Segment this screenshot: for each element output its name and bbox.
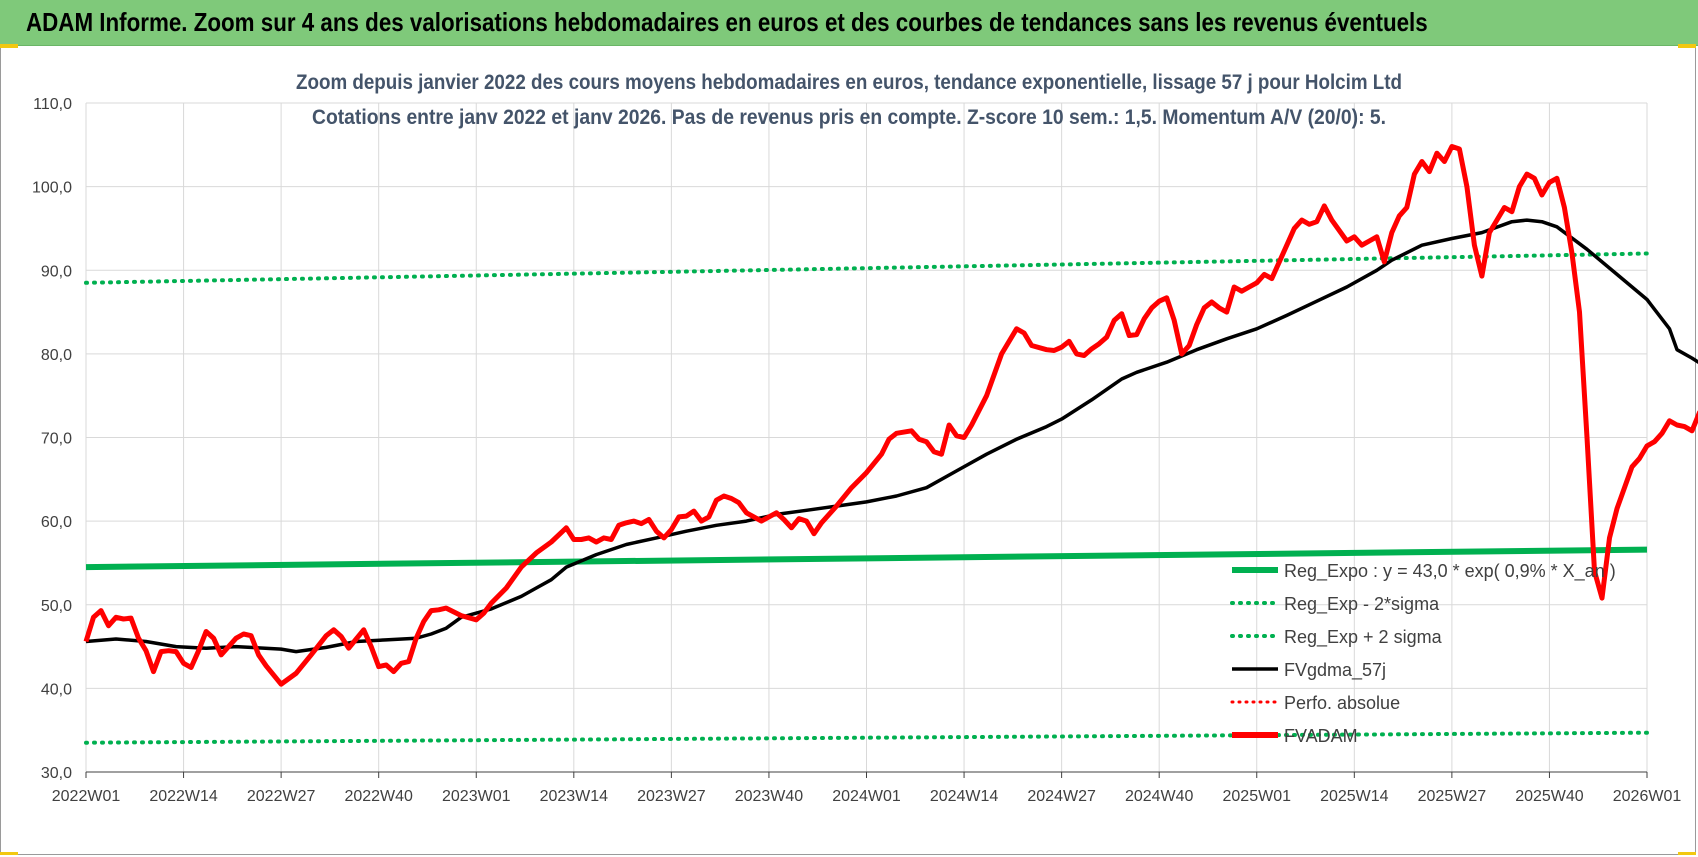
x-tick-label: 2024W01 — [832, 788, 901, 805]
x-axis: 2022W01 2022W14 2022W27 2022W40 2023W01 2023W… — [52, 771, 1682, 805]
x-tick-label: 2023W01 — [442, 788, 511, 805]
x-tick-label: 2024W14 — [930, 788, 999, 805]
series-fvgdma — [85, 218, 1698, 654]
y-tick-label: 80,0 — [41, 347, 72, 364]
series-lines — [83, 144, 1698, 745]
x-tick-label: 2025W01 — [1223, 788, 1292, 805]
corner-mark — [1678, 852, 1696, 855]
corner-mark — [0, 44, 18, 48]
legend-label: Reg_Expo : y = 43,0 * exp( 0,9% * X_an ) — [1284, 561, 1616, 582]
x-tick-label: 2022W27 — [247, 788, 316, 805]
page-title: ADAM Informe. Zoom sur 4 ans des valoris… — [26, 7, 1428, 37]
corner-mark — [0, 852, 18, 855]
y-tick-label: 30,0 — [41, 765, 72, 782]
y-tick-label: 60,0 — [41, 514, 72, 531]
x-tick-label: 2024W40 — [1125, 788, 1194, 805]
x-tick-label: 2023W27 — [637, 788, 706, 805]
legend-label: Reg_Exp + 2 sigma — [1284, 627, 1443, 648]
x-tick-label: 2024W27 — [1027, 788, 1096, 805]
x-tick-label: 2023W14 — [540, 788, 609, 805]
y-tick-label: 50,0 — [41, 598, 72, 615]
header-bar: ADAM Informe. Zoom sur 4 ans des valoris… — [0, 0, 1698, 46]
legend-label: FVgdma_57j — [1284, 660, 1386, 681]
legend-label: FVADAM — [1284, 726, 1358, 746]
chart-title-line1: Zoom depuis janvier 2022 des cours moyen… — [296, 71, 1402, 94]
x-tick-label: 2025W27 — [1418, 788, 1487, 805]
y-tick-label: 100,0 — [32, 180, 72, 197]
x-tick-label: 2025W40 — [1515, 788, 1584, 805]
x-tick-label: 2022W01 — [52, 788, 121, 805]
y-axis: 30,0 40,0 50,0 60,0 70,0 80,0 90,0 100,0 110,0 — [32, 96, 72, 782]
legend: Reg_Expo : y = 43,0 * exp( 0,9% * X_an )… — [1230, 561, 1616, 746]
series-fvadam — [83, 144, 1698, 687]
y-tick-label: 110,0 — [33, 96, 72, 113]
x-tick-label: 2022W40 — [344, 788, 413, 805]
x-tick-label: 2026W01 — [1613, 788, 1682, 805]
grid — [85, 102, 1648, 773]
legend-label: Perfo. absolue — [1284, 693, 1400, 713]
y-tick-label: 40,0 — [41, 681, 72, 698]
chart-title-line2: Cotations entre janv 2022 et janv 2026. … — [312, 106, 1386, 129]
x-tick-label: 2023W40 — [735, 788, 804, 805]
x-tick-label: 2022W14 — [149, 788, 218, 805]
y-tick-label: 90,0 — [41, 263, 72, 280]
corner-mark — [1678, 44, 1696, 48]
y-tick-label: 70,0 — [41, 431, 72, 448]
legend-label: Reg_Exp - 2*sigma — [1284, 594, 1440, 615]
series-reg-expo — [85, 546, 1648, 571]
x-tick-label: 2025W14 — [1320, 788, 1389, 805]
